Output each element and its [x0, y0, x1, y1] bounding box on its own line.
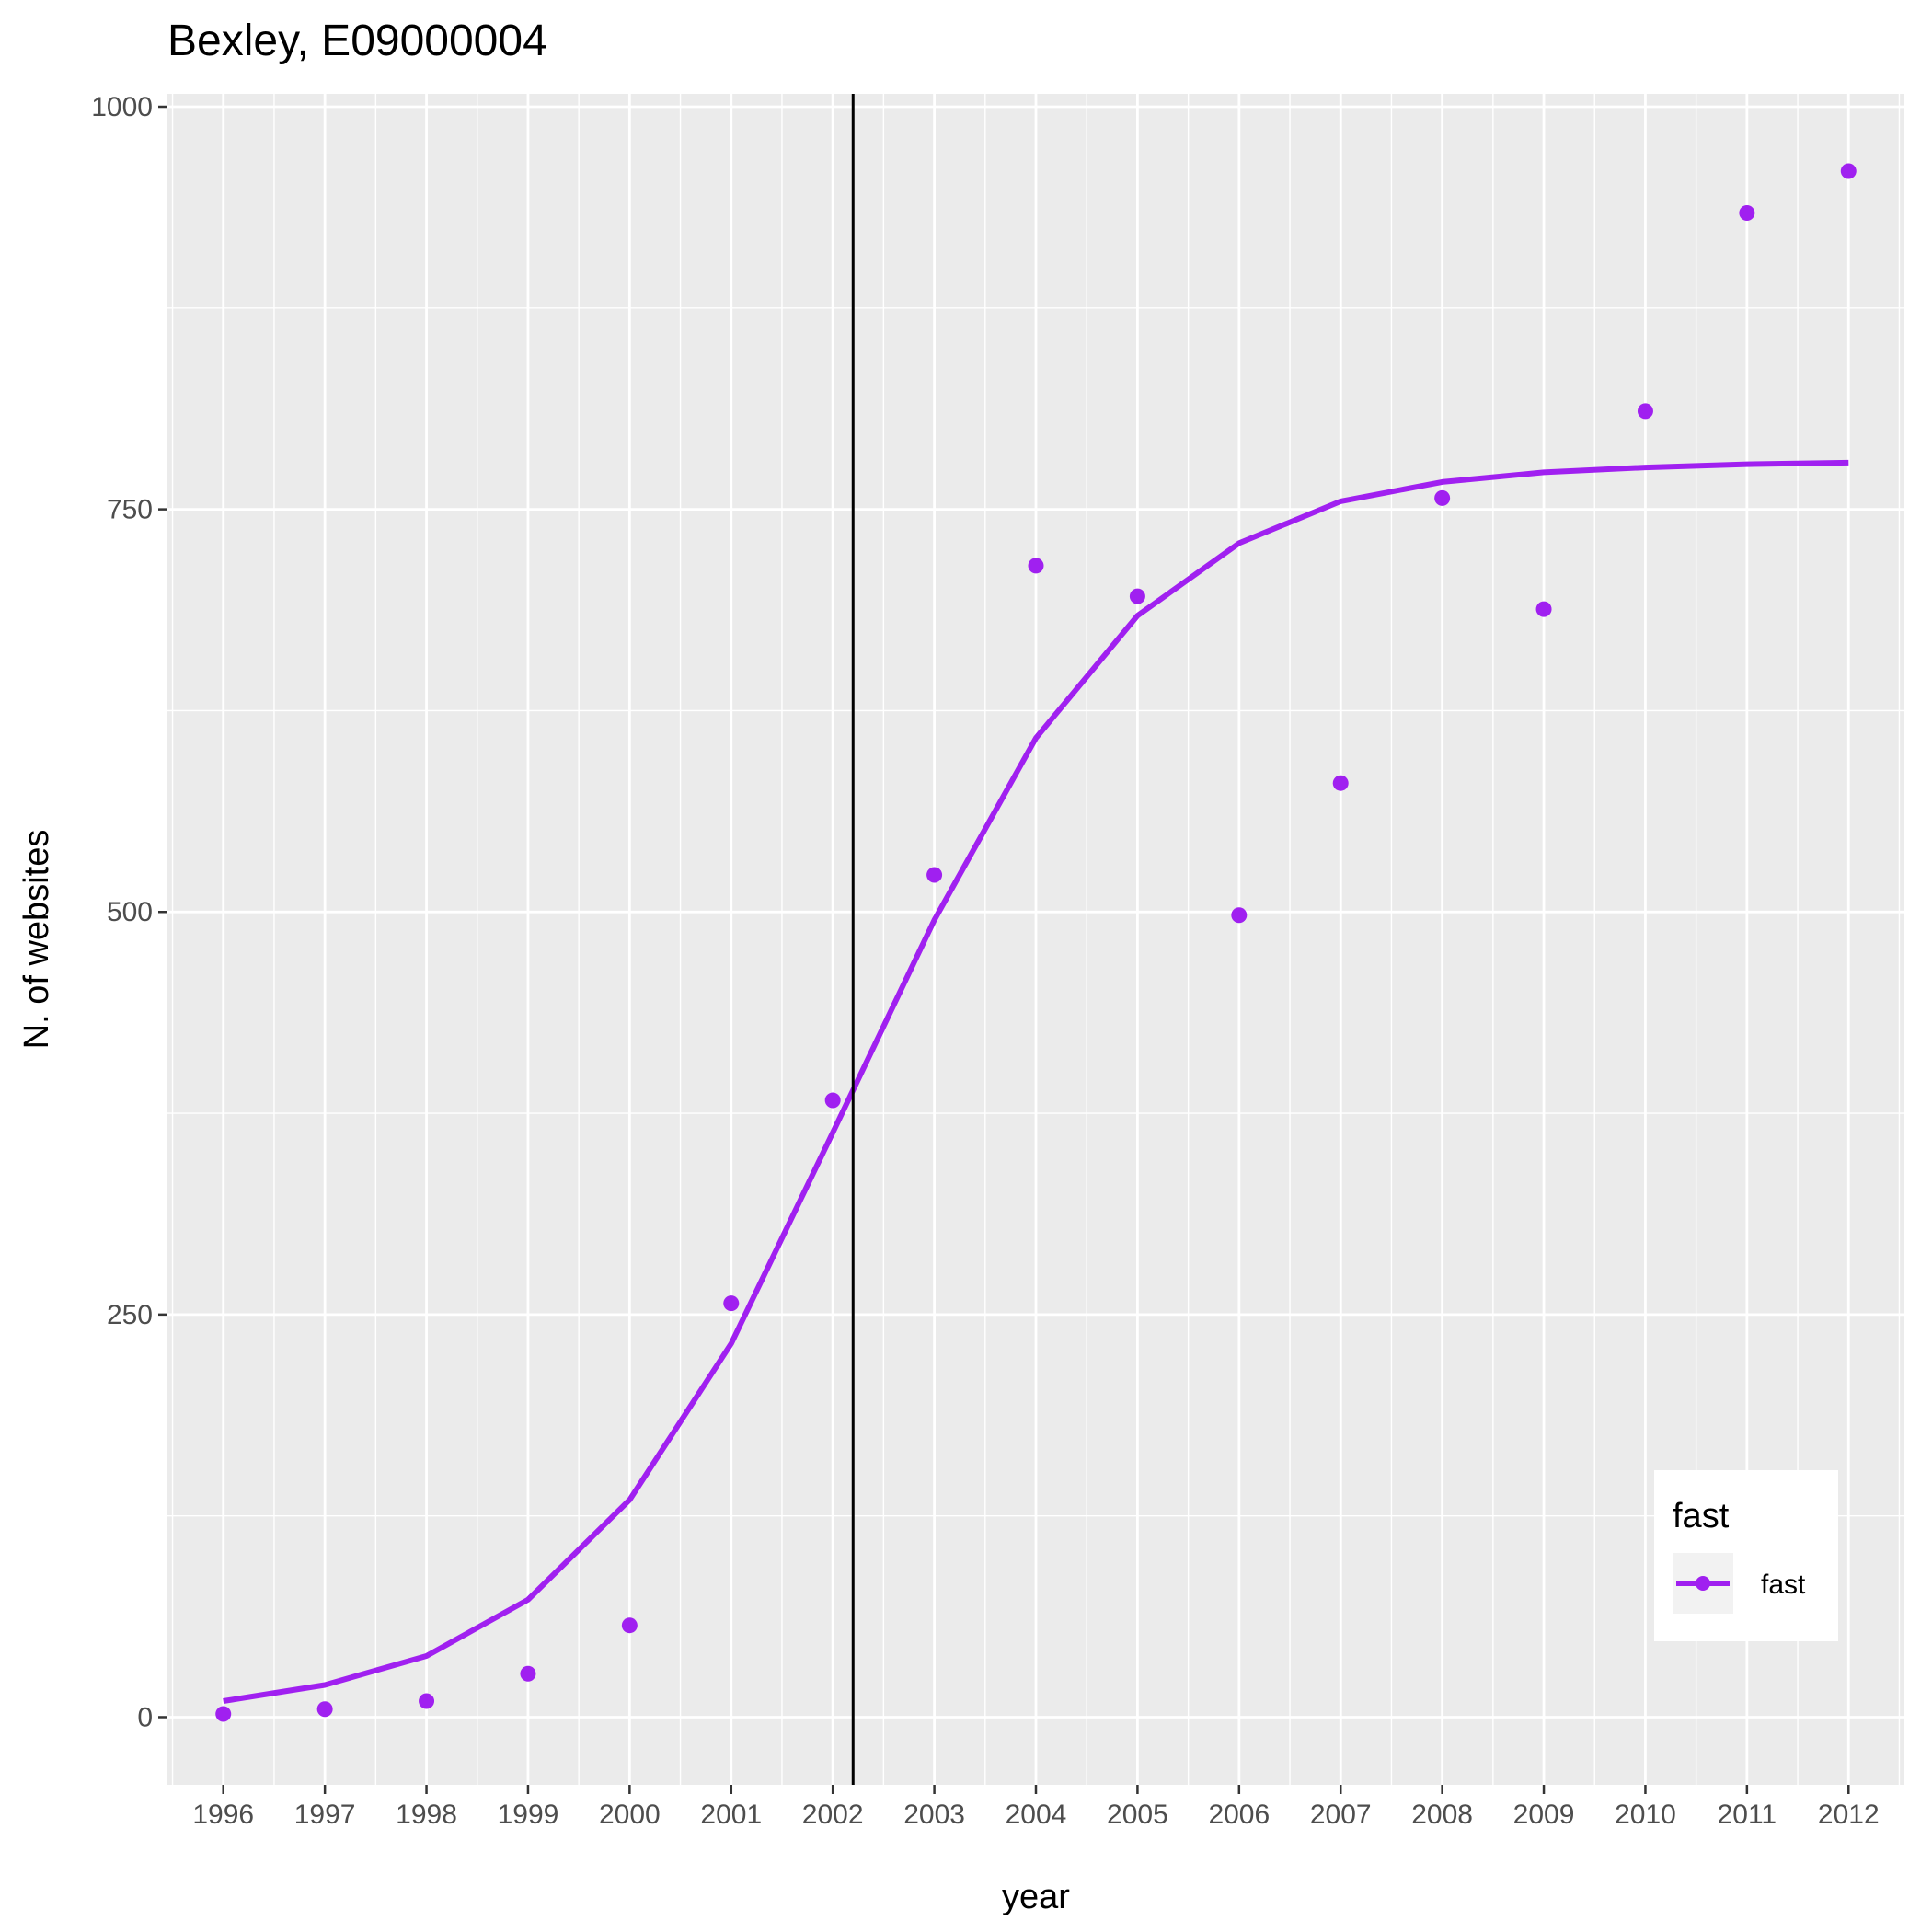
data-point-1996 — [215, 1706, 232, 1722]
x-tick-label: 2006 — [1208, 1800, 1270, 1830]
data-point-2007 — [1332, 775, 1349, 791]
data-point-2010 — [1637, 403, 1653, 420]
data-point-1999 — [520, 1665, 536, 1682]
x-tick-label: 2009 — [1513, 1800, 1575, 1830]
x-tick-label: 2001 — [700, 1800, 762, 1830]
legend-key-point — [1696, 1576, 1710, 1591]
data-point-2004 — [1028, 558, 1044, 574]
x-tick-label: 2002 — [802, 1800, 864, 1830]
data-point-2002 — [824, 1092, 841, 1109]
x-tick-label: 2012 — [1818, 1800, 1880, 1830]
x-tick-label: 2011 — [1718, 1800, 1777, 1830]
data-point-2009 — [1535, 601, 1552, 617]
data-point-2000 — [621, 1617, 638, 1634]
legend-item-fast-label: fast — [1761, 1570, 1806, 1600]
x-axis-title: year — [1002, 1878, 1070, 1916]
y-tick-label: 0 — [137, 1702, 153, 1732]
legend-title: fast — [1673, 1497, 1730, 1535]
data-point-2003 — [926, 867, 943, 883]
y-tick-label: 250 — [107, 1300, 153, 1330]
data-point-2011 — [1739, 205, 1755, 222]
x-tick-label: 2010 — [1615, 1800, 1676, 1830]
data-point-2012 — [1840, 163, 1857, 179]
chart-title: Bexley, E09000004 — [167, 17, 547, 65]
points-layer — [215, 163, 1857, 1722]
data-point-2008 — [1434, 489, 1451, 506]
x-tick-label: 2003 — [903, 1800, 965, 1830]
y-axis-title: N. of websites — [17, 830, 56, 1050]
x-tick-label: 2000 — [599, 1800, 661, 1830]
fit-line-fast — [223, 459, 1849, 1704]
x-axis: 1996 1997 1998 1999 2000 2001 2002 2003 2004 2005… — [192, 1785, 1880, 1830]
y-axis: 0 250 500 750 1000 — [91, 92, 167, 1732]
data-point-2001 — [723, 1295, 740, 1312]
x-tick-label: 2008 — [1411, 1800, 1473, 1830]
x-tick-label: 2004 — [1006, 1800, 1067, 1830]
fit-layer — [223, 459, 1849, 1704]
x-tick-label: 1997 — [294, 1800, 356, 1830]
y-tick-label: 500 — [107, 897, 153, 927]
x-tick-label: 1998 — [396, 1800, 457, 1830]
data-point-2006 — [1231, 907, 1248, 924]
data-point-1998 — [419, 1693, 435, 1709]
x-tick-label: 1996 — [192, 1800, 254, 1830]
y-tick-label: 750 — [107, 495, 153, 525]
data-point-1997 — [316, 1701, 333, 1718]
x-tick-label: 2005 — [1107, 1800, 1168, 1830]
y-tick-label: 1000 — [91, 92, 153, 122]
x-tick-label: 2007 — [1310, 1800, 1372, 1830]
x-tick-label: 1999 — [498, 1800, 559, 1830]
data-point-2005 — [1129, 588, 1145, 604]
legend: fast fast — [1654, 1470, 1838, 1641]
